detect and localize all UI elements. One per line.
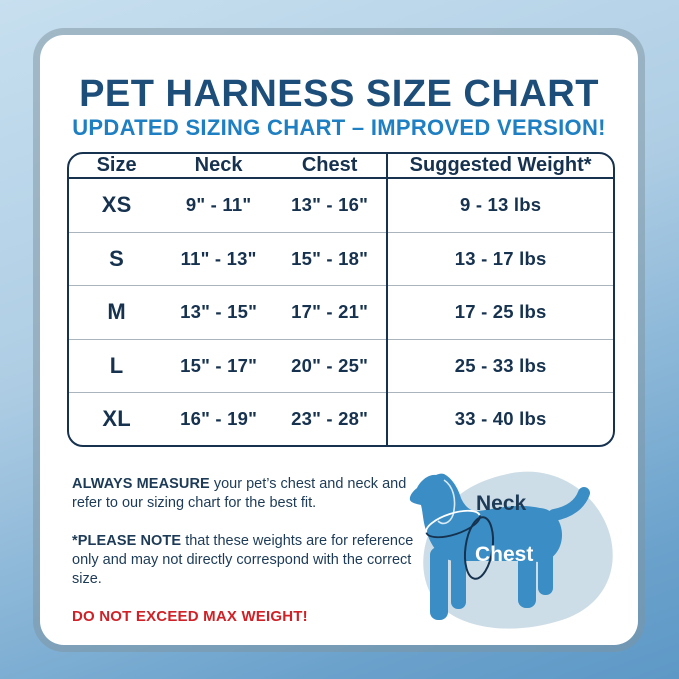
max-weight-warning: DO NOT EXCEED MAX WEIGHT! bbox=[72, 608, 308, 626]
dog-silhouette bbox=[409, 473, 590, 620]
chest-value: 20" - 25" bbox=[272, 338, 388, 393]
weight-value: 9 - 13 lbs bbox=[386, 178, 613, 233]
table-row: XS 9" - 11" 13" - 16" 9 - 13 lbs bbox=[69, 178, 613, 233]
measure-note: ALWAYS MEASURE your pet’s chest and neck… bbox=[72, 475, 420, 514]
chest-measure-ring bbox=[463, 516, 495, 580]
neck-value: 11" - 13" bbox=[164, 231, 273, 286]
size-value: M bbox=[69, 285, 165, 340]
weight-value: 17 - 25 lbs bbox=[386, 285, 613, 340]
size-value: S bbox=[69, 231, 165, 286]
neck-measure-ring bbox=[425, 509, 481, 539]
weight-value: 33 - 40 lbs bbox=[386, 392, 613, 445]
table-row: L 15" - 17" 20" - 25" 25 - 33 lbs bbox=[69, 338, 613, 393]
dog-hind-leg bbox=[518, 547, 536, 608]
weight-value: 13 - 17 lbs bbox=[386, 231, 613, 286]
page-subtitle: UPDATED SIZING CHART – IMPROVED VERSION! bbox=[72, 115, 606, 140]
neck-value: 9" - 11" bbox=[185, 194, 252, 216]
table-row: M 13" - 15" 17" - 21" 17 - 25 lbs bbox=[69, 285, 613, 340]
dog-front-leg bbox=[430, 547, 448, 620]
size-chart-card: PET HARNESS SIZE CHART UPDATED SIZING CH… bbox=[40, 35, 638, 645]
neck-label: Neck bbox=[476, 492, 527, 515]
chest-value: 13" - 16" bbox=[291, 194, 369, 216]
chest-label: Chest bbox=[475, 543, 533, 566]
chest-value: 17" - 21" bbox=[272, 285, 388, 340]
size-value: L bbox=[69, 338, 165, 393]
table-row: S 11" - 13" 15" - 18" 13 - 17 lbs bbox=[69, 231, 613, 286]
neck-ring-lower-arc bbox=[425, 515, 481, 539]
dog-measurement-diagram: Neck Chest bbox=[409, 471, 613, 629]
reference-note-text: that these weights are for reference onl… bbox=[72, 532, 414, 588]
neck-value: 13" - 15" bbox=[164, 285, 273, 340]
size-value: XS bbox=[101, 192, 132, 218]
dog-tail bbox=[548, 487, 590, 521]
column-header-chest: Chest bbox=[272, 154, 388, 179]
weight-value: 25 - 33 lbs bbox=[386, 338, 613, 393]
dog-front-leg-far bbox=[451, 551, 466, 609]
neck-value: 16" - 19" bbox=[164, 392, 273, 445]
table-header-row: Size Neck Chest Suggested Weight* bbox=[69, 154, 613, 179]
neck-ring-upper-arc bbox=[425, 509, 481, 533]
reference-note-bold: *PLEASE NOTE bbox=[72, 532, 182, 549]
column-header-neck: Neck bbox=[164, 154, 273, 179]
reference-note: *PLEASE NOTE that these weights are for … bbox=[72, 532, 420, 590]
table-row: XL 16" - 19" 23" - 28" 33 - 40 lbs bbox=[69, 392, 613, 445]
measure-note-bold: ALWAYS MEASURE bbox=[72, 476, 210, 492]
neck-value: 15" - 17" bbox=[164, 338, 273, 393]
measure-note-text: your pet’s chest and neck and refer to o… bbox=[72, 476, 407, 512]
size-value: XL bbox=[69, 392, 165, 445]
chest-value: 15" - 18" bbox=[272, 231, 388, 286]
column-header-weight: Suggested Weight* bbox=[386, 154, 613, 179]
column-header-size: Size bbox=[69, 154, 165, 179]
chest-value: 23" - 28" bbox=[272, 392, 388, 445]
notes-section: ALWAYS MEASURE your pet’s chest and neck… bbox=[72, 475, 420, 627]
dog-ear-outline bbox=[437, 479, 456, 525]
size-table: Size Neck Chest Suggested Weight* XS 9" … bbox=[67, 152, 615, 447]
page-title: PET HARNESS SIZE CHART bbox=[79, 73, 599, 115]
